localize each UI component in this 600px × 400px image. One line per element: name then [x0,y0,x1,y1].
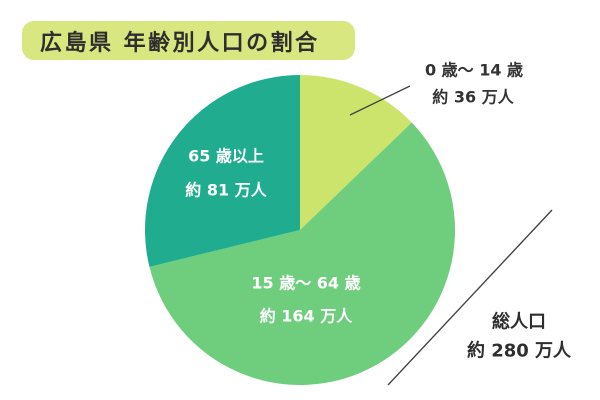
chart-title: 広島県 年齢別人口の割合 [40,30,320,56]
slice-label-age-15-64: 15 歳〜 64 歳 [251,274,360,293]
slice-value-age-65-plus: 約 81 万人 [185,181,267,200]
pie-slice-age-0-14 [300,75,412,230]
total-population-label: 総人口 [492,311,546,333]
pie-slices [145,75,456,386]
slice-label-age-65-plus: 65 歳以上 [188,147,264,166]
pie-slice-age-15-64 [149,122,456,386]
leader-line-age-0-14 [349,85,411,116]
pie-slice-age-65-plus [145,75,300,267]
slice-label-age-0-14: 0 歳〜 14 歳 [425,61,523,80]
total-divider-line [387,209,553,386]
slice-value-age-15-64: 約 164 万人 [260,307,354,326]
slice-value-age-0-14: 約 36 万人 [432,88,514,107]
chart-title-box: 広島県 年齢別人口の割合 [22,21,355,60]
total-population-value: 約 280 万人 [467,340,572,362]
